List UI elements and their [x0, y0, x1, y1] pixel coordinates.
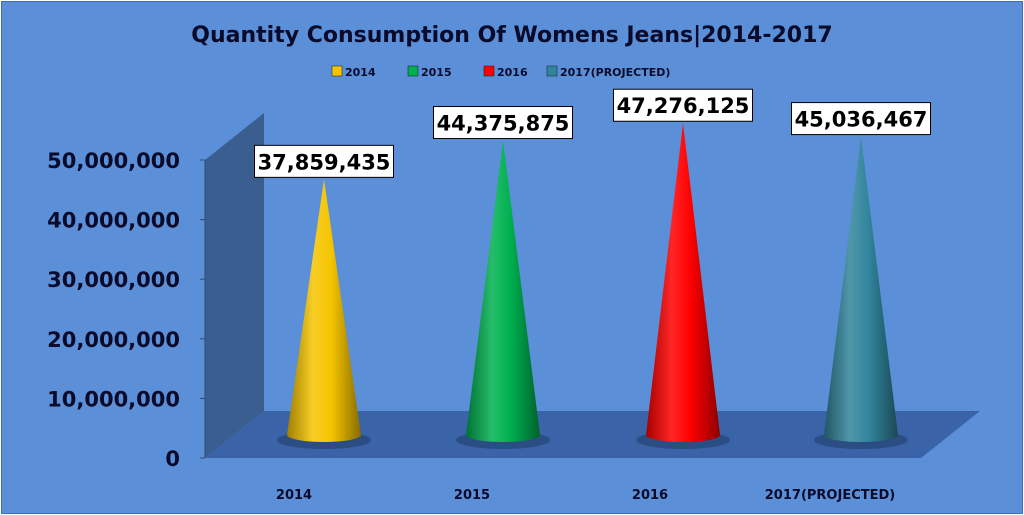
data-label-box-1	[433, 106, 573, 140]
legend-swatch-3	[546, 65, 558, 77]
floor	[205, 411, 980, 458]
data-label-2: 47,276,125	[617, 94, 750, 118]
data-label-1: 44,375,875	[437, 112, 570, 136]
y-tick-label-4: 40,000,000	[47, 209, 180, 233]
back-wall	[205, 113, 264, 458]
y-tick-label-3: 30,000,000	[47, 268, 180, 292]
x-tick-label-0: 2014	[276, 488, 312, 503]
cone-0	[287, 179, 361, 442]
data-label-box-0	[254, 144, 394, 178]
x-axis: 2014 2015 2016 2017(PROJECTED)	[276, 488, 895, 503]
legend: 2014 2015 2016 2017(PROJECTED)	[331, 65, 670, 79]
y-tick-label-0: 0	[165, 447, 180, 471]
data-label-box-3	[791, 102, 931, 136]
legend-swatch-1	[407, 65, 419, 77]
legend-swatch-2	[483, 65, 495, 77]
legend-label-0: 2014	[345, 66, 376, 79]
cone-3	[824, 136, 898, 443]
legend-label-2: 2016	[497, 66, 528, 79]
legend-swatch-0	[331, 65, 343, 77]
y-tick-label-5: 50,000,000	[47, 149, 180, 173]
cone-1	[466, 140, 540, 443]
x-tick-label-3: 2017(PROJECTED)	[765, 488, 895, 503]
plot-area: 37,859,435 44,375,875 47,276,125 45,036,467	[254, 88, 931, 449]
cone-2	[646, 123, 720, 442]
legend-label-3: 2017(PROJECTED)	[560, 66, 670, 79]
y-tick-label-2: 20,000,000	[47, 328, 180, 352]
x-tick-label-2: 2016	[632, 488, 668, 503]
y-tick-label-1: 10,000,000	[47, 387, 180, 411]
legend-label-1: 2015	[421, 66, 452, 79]
data-label-0: 37,859,435	[258, 150, 391, 174]
y-axis: 0 10,000,000 20,000,000 30,000,000 40,000,00…	[47, 149, 205, 471]
data-label-box-2	[613, 88, 753, 122]
chart-title: Quantity Consumption Of Womens Jeans|201…	[191, 23, 832, 48]
x-tick-label-1: 2015	[454, 488, 490, 503]
data-label-3: 45,036,467	[795, 108, 928, 132]
